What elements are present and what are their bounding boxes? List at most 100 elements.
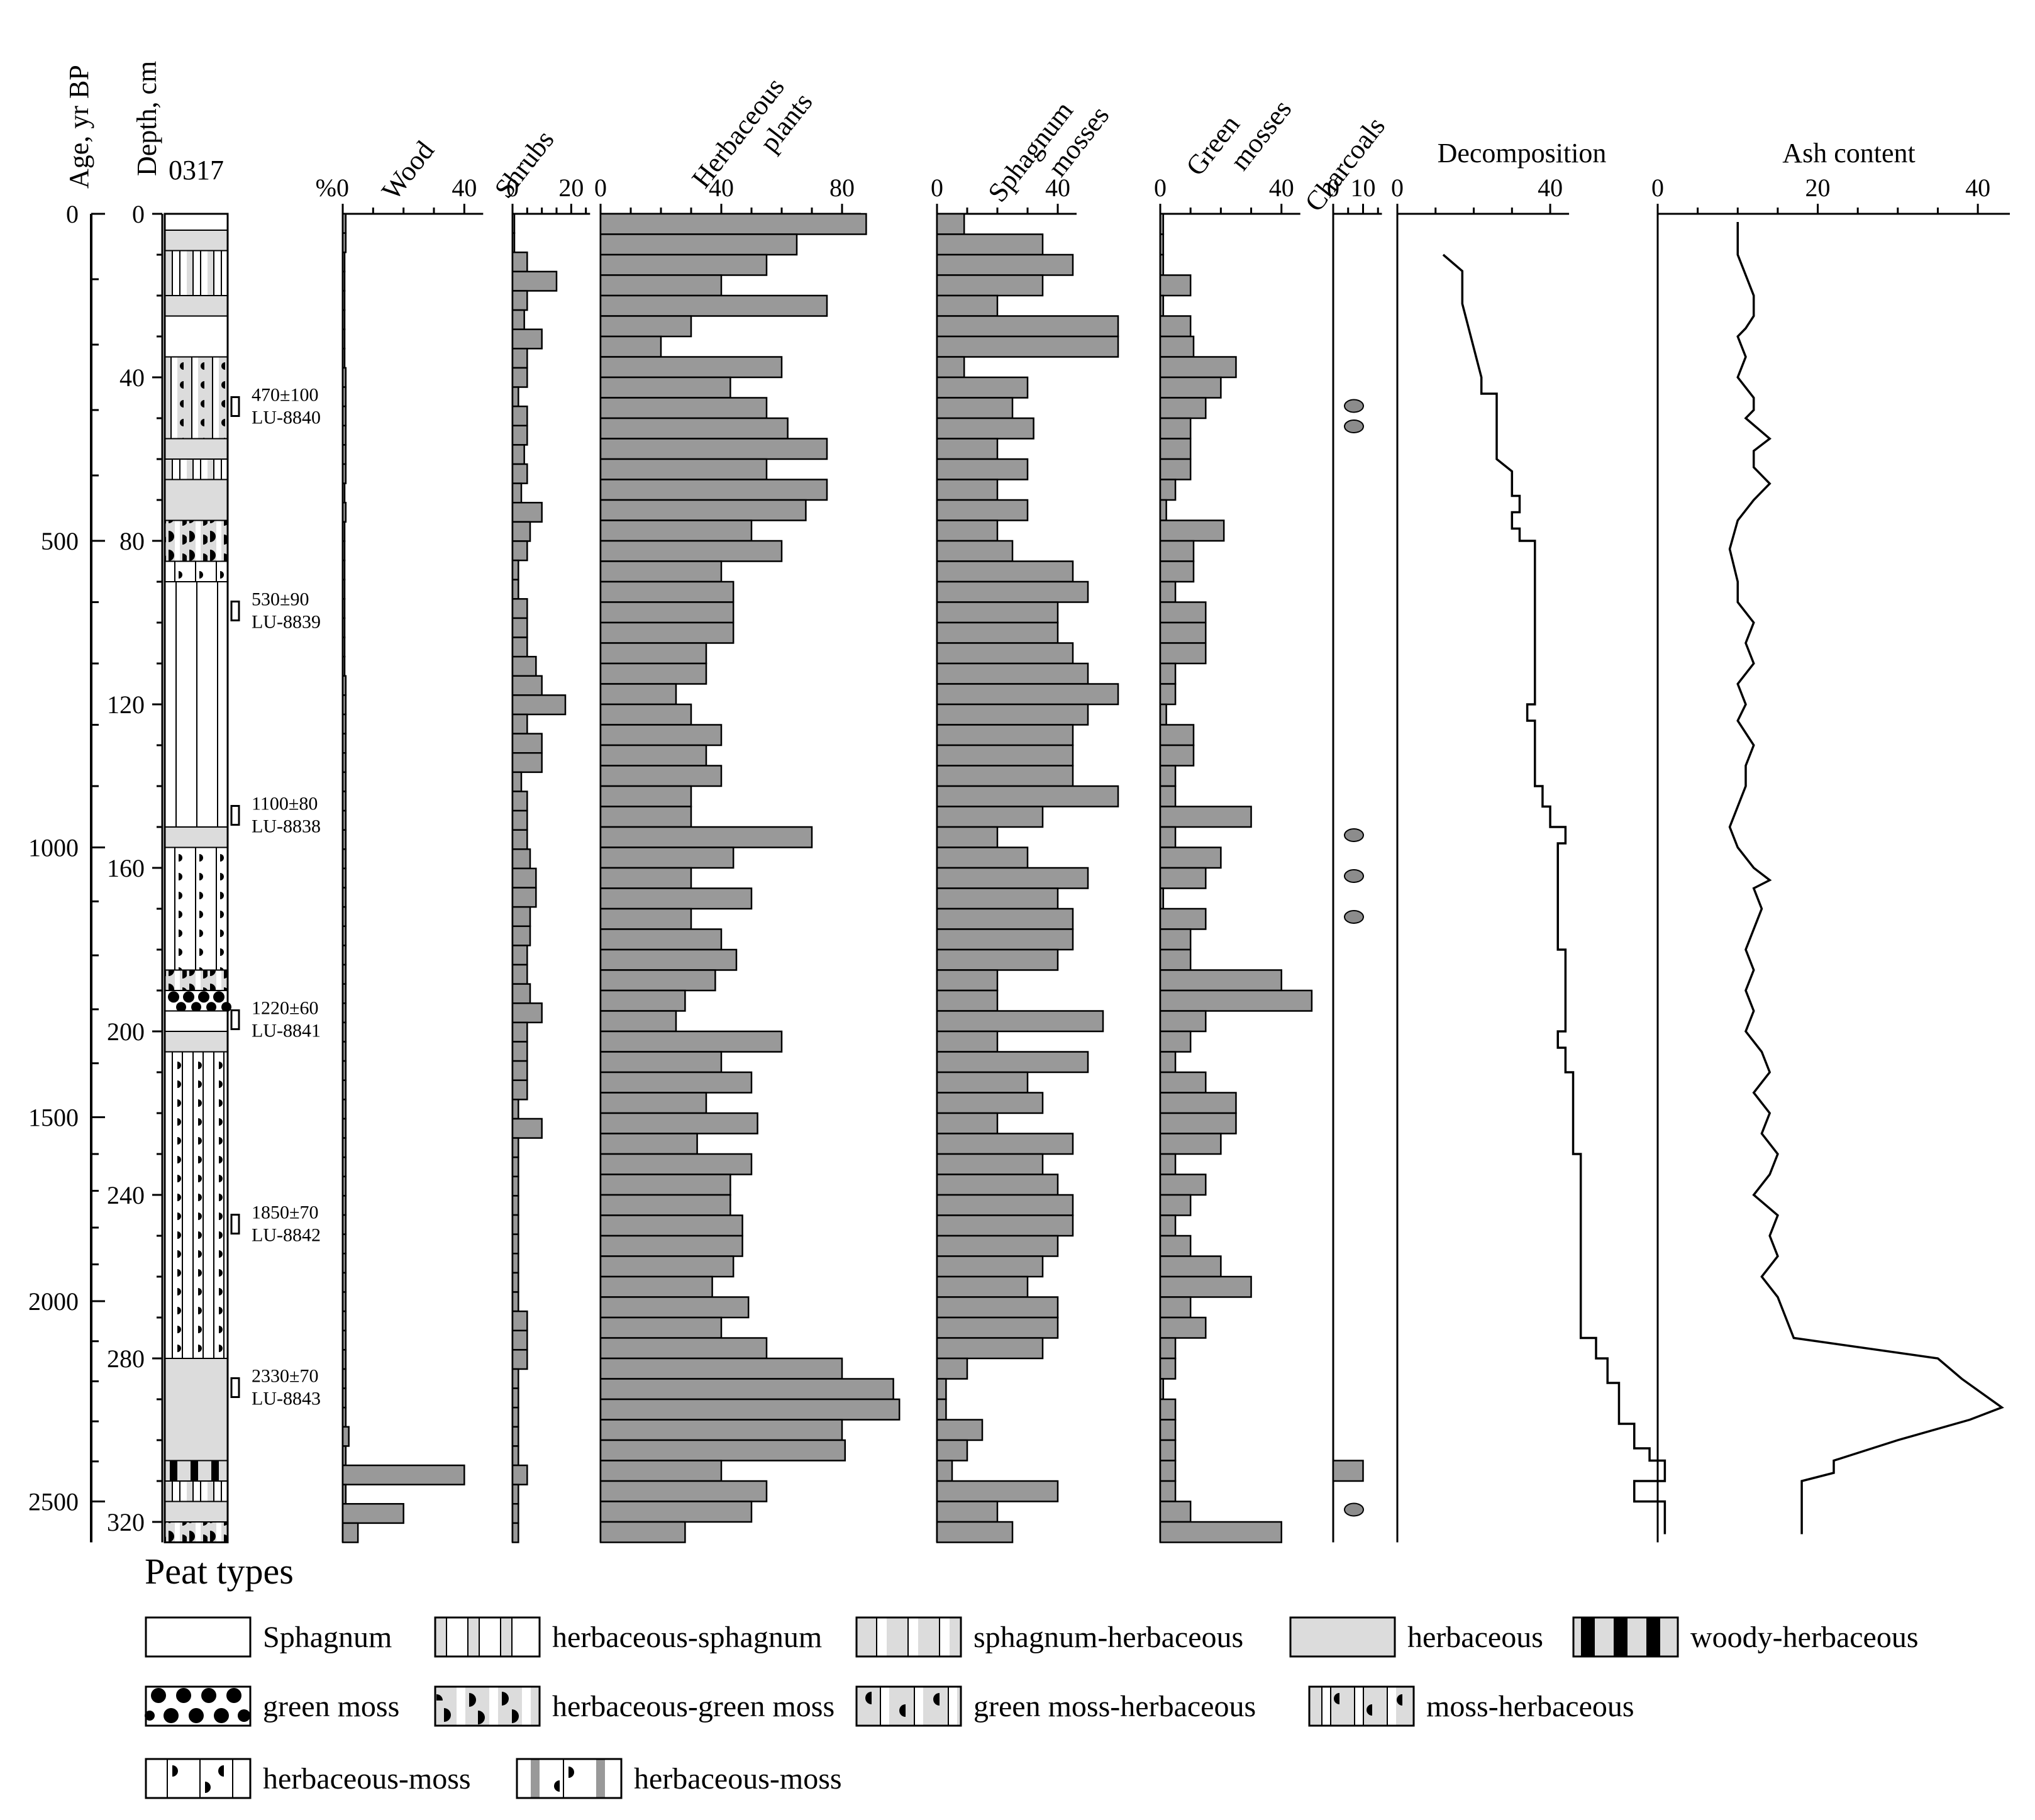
core-moss-dot (221, 1002, 231, 1013)
legend-label: herbaceous-moss (634, 1762, 842, 1795)
panel-tick-label: 20 (1805, 174, 1831, 202)
bar-herbaceous_plants (599, 1010, 677, 1033)
bar-herbaceous_plants (599, 928, 723, 951)
bar-wood (341, 713, 347, 735)
radiocarbon-lab-code: LU-8842 (252, 1225, 321, 1246)
bar-wood (341, 270, 346, 292)
bar-wood (341, 1445, 347, 1467)
bar-shrubs (511, 1272, 519, 1293)
bar-green_mosses (1159, 519, 1225, 542)
bar-shrubs (511, 367, 528, 388)
bar-green_mosses (1159, 744, 1195, 767)
bar-sphagnum_mosses (936, 1112, 999, 1135)
core-layer-herbaceous (165, 296, 228, 316)
bar-wood (341, 1099, 347, 1120)
bar-green_mosses (1159, 438, 1192, 460)
core-layer-herbaceous (165, 1358, 228, 1461)
bar-green_mosses (1159, 806, 1252, 828)
bar-sphagnum_mosses (936, 397, 1014, 419)
bar-herbaceous_plants (599, 540, 783, 562)
core-moss-dot (198, 991, 209, 1003)
bar-sphagnum_mosses (936, 907, 1074, 930)
bar-wood (341, 752, 347, 774)
radiocarbon-sample-marker (230, 805, 240, 826)
bar-herbaceous_plants (599, 867, 692, 889)
bar-wood (341, 809, 347, 831)
bar-herbaceous_plants (599, 458, 768, 480)
bar-herbaceous_plants (599, 744, 707, 767)
bar-shrubs (511, 1099, 519, 1120)
bar-sphagnum_mosses (936, 969, 999, 992)
bar-herbaceous_plants (599, 887, 753, 910)
bar-green_mosses (1159, 1030, 1192, 1053)
bar-wood (341, 906, 347, 928)
bar-green_mosses (1159, 1010, 1207, 1033)
age-tick-label: 2000 (28, 1287, 79, 1316)
bar-wood (341, 1137, 347, 1158)
bar-sphagnum_mosses (936, 1214, 1074, 1237)
bar-shrubs (511, 270, 558, 292)
bar-shrubs (511, 809, 528, 831)
bar-shrubs (511, 791, 528, 812)
bar-green_mosses (1159, 1419, 1177, 1441)
bar-green_mosses (1159, 1051, 1177, 1074)
swatch-herbaceous-sphagnum-icon (434, 1616, 541, 1658)
bar-shrubs (511, 1253, 519, 1274)
bar-sphagnum_mosses (936, 1071, 1029, 1094)
core-layer-herbaceous-moss (165, 561, 228, 582)
bar-wood (341, 945, 347, 966)
legend-label: Sphagnum (263, 1620, 392, 1654)
depth-tick-label: 240 (107, 1181, 145, 1209)
bar-wood (341, 1522, 359, 1543)
bar-wood (341, 1175, 347, 1197)
bar-sphagnum_mosses (936, 846, 1029, 869)
bar-herbaceous_plants (599, 1174, 731, 1196)
depth-tick-label: 200 (107, 1018, 145, 1046)
swatch-herbaceous-moss-2-icon (516, 1758, 623, 1799)
core-layer-herbaceous (165, 1031, 228, 1052)
bar-sphagnum_mosses (936, 662, 1089, 685)
bar-herbaceous_plants (599, 703, 692, 726)
bar-green_mosses (1159, 1501, 1192, 1523)
bar-sphagnum_mosses (936, 417, 1034, 440)
bar-shrubs (511, 713, 528, 735)
panel-tick-label: 0 (1651, 174, 1664, 202)
bar-wood (341, 1387, 347, 1409)
bar-sphagnum_mosses (936, 1439, 968, 1462)
core-layer-herbaceous-green-moss (165, 970, 228, 990)
bar-shrubs (511, 771, 523, 792)
bar-shrubs (511, 232, 516, 253)
bar-green_mosses (1159, 1255, 1222, 1278)
depth-tick-label: 40 (119, 363, 145, 392)
bar-green_mosses (1159, 948, 1192, 971)
bar-wood (341, 444, 347, 465)
core-moss-dot (183, 991, 194, 1003)
legend-item-herbaceous: herbaceous (1289, 1616, 1543, 1658)
panel-tick-label: 40 (1965, 174, 1990, 202)
bar-sphagnum_mosses (936, 1419, 984, 1441)
radiocarbon-age: 2330±70 (252, 1366, 318, 1387)
bar-sphagnum_mosses (936, 867, 1089, 889)
bar-shrubs (511, 963, 528, 985)
radiocarbon-sample-marker (230, 1377, 240, 1398)
bar-green_mosses (1159, 458, 1192, 480)
bar-wood (341, 482, 346, 504)
bar-wood (341, 848, 347, 870)
bar-shrubs (511, 848, 531, 870)
bar-wood (341, 1503, 404, 1524)
profile-line-ash_content (1728, 222, 2004, 1534)
age-tick-label: 2500 (28, 1488, 79, 1516)
legend-label: herbaceous-sphagnum (552, 1620, 823, 1654)
bar-sphagnum_mosses (936, 1296, 1059, 1319)
bar-sphagnum_mosses (936, 1255, 1044, 1278)
charcoal-dot (1344, 1502, 1364, 1517)
bar-sphagnum_mosses (936, 1337, 1044, 1360)
bar-herbaceous_plants (599, 356, 783, 379)
core-moss-dot (176, 1002, 186, 1013)
bar-sphagnum_mosses (936, 233, 1044, 256)
bar-shrubs (511, 463, 528, 484)
bar-green_mosses (1159, 765, 1177, 787)
bar-green_mosses (1159, 233, 1165, 256)
bar-shrubs (511, 983, 531, 1004)
panel-tick-label: 0 (931, 174, 943, 202)
